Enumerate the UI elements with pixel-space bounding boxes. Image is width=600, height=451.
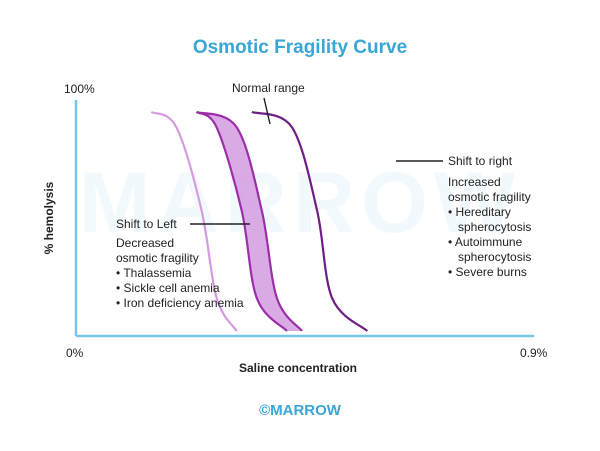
y-tick-100: 100% [64,82,95,96]
x-tick-0-9: 0.9% [520,346,548,360]
shift-left-line-1: Decreased [116,236,174,250]
brand-label: ©MARROW [259,402,342,419]
shift-left-line-3: • Thalassemia [116,266,192,280]
shift-left-line-2: osmotic fragility [116,251,199,265]
x-axis-label: Saline concentration [239,361,357,375]
shift-right-line-4: spherocytosis [458,220,531,234]
shift-left-title: Shift to Left [116,217,177,231]
normal-range-lower-curve [196,110,303,332]
normal-range-upper-curve [195,111,288,332]
shift-right-curve [251,110,369,332]
shift-left-curve [150,110,238,332]
normal-range-leader [263,97,271,125]
y-axis-label: % hemolysis [42,181,56,254]
plot-area [150,110,369,332]
watermark-text: MARROW [79,155,521,251]
shift-right-line-1: Increased [448,175,501,189]
shift-right-line-3: • Hereditary [448,205,511,219]
chart-title: Osmotic Fragility Curve [193,37,407,58]
shift-right-title: Shift to right [448,154,513,168]
shift-left-line-4: • Sickle cell anemia [116,281,220,295]
shift-left-line-5: • Iron deficiency anemia [116,296,244,310]
shift-right-line-5: • Autoimmune [448,235,523,249]
x-tick-0: 0% [66,346,84,360]
shift-right-line-2: osmotic fragility [448,190,531,204]
shift-right-line-6: spherocytosis [458,250,531,264]
shift-right-line-7: • Severe burns [448,265,527,279]
normal-range-band [196,112,302,331]
normal-range-label: Normal range [232,81,305,95]
